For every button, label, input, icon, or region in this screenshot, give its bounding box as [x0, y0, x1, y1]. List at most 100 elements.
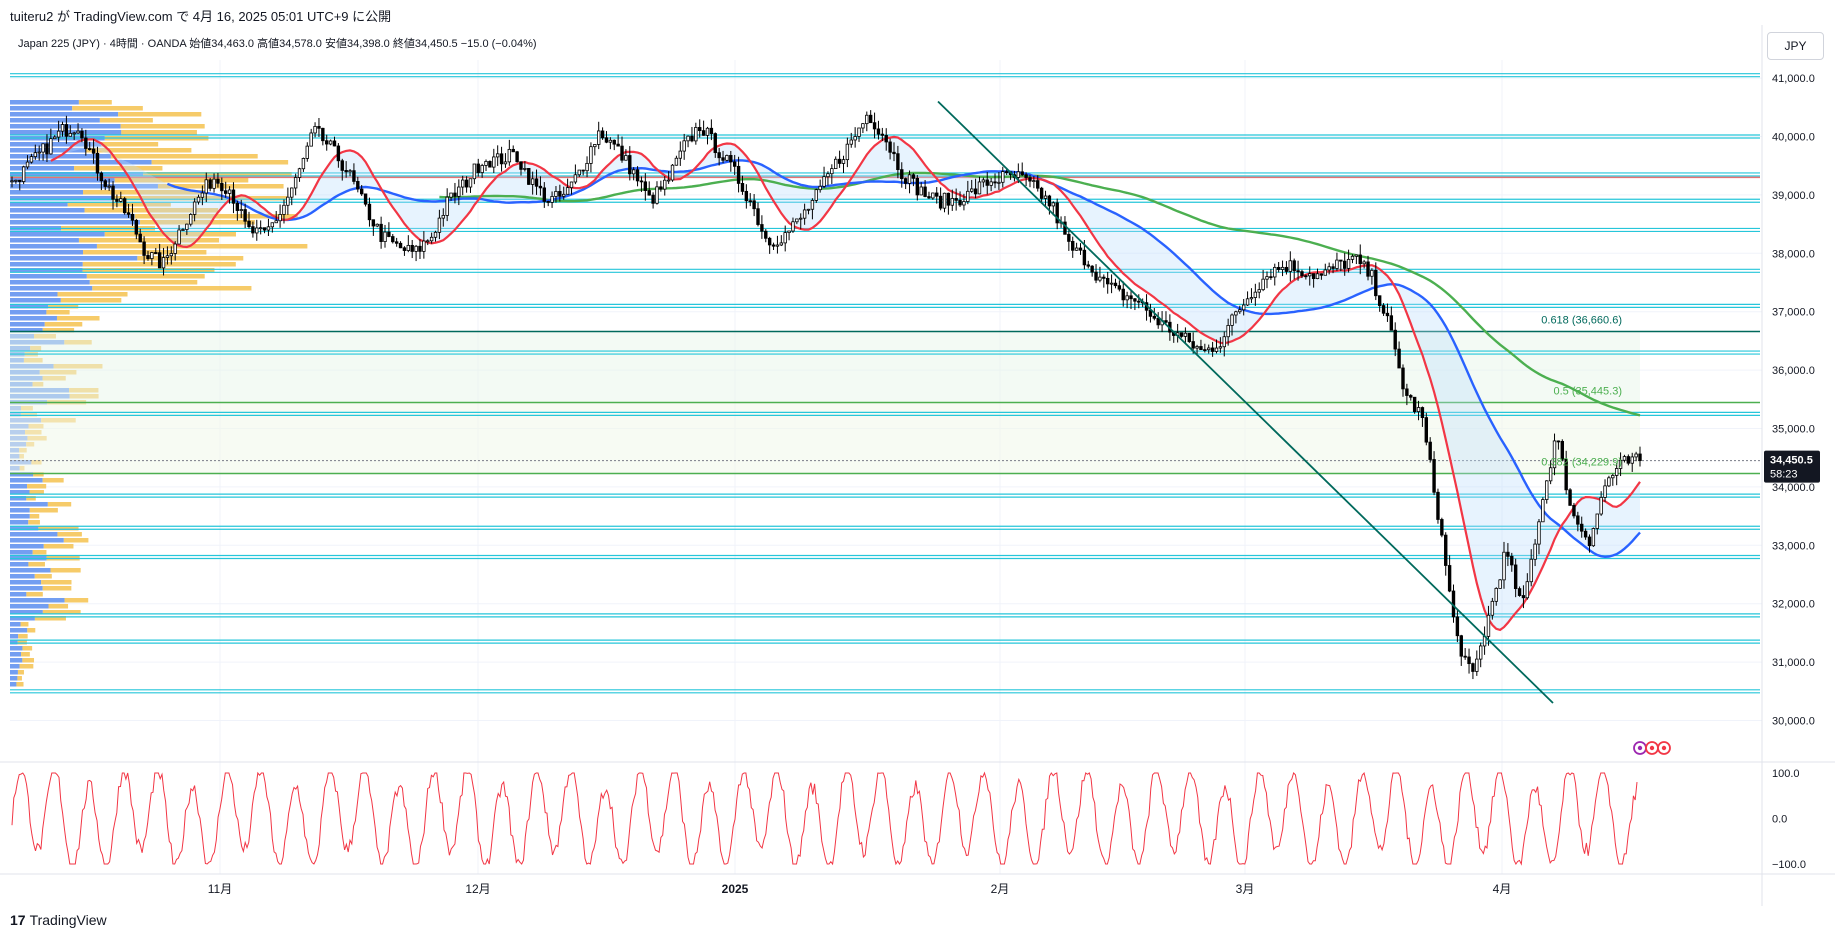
- vp-bar-yellow: [67, 202, 171, 207]
- candle-body: [802, 209, 807, 219]
- candle-body: [200, 192, 205, 198]
- vp-bar-blue: [10, 634, 19, 639]
- candle-body: [1292, 260, 1296, 272]
- candle-body: [1389, 315, 1394, 331]
- vp-bar-yellow: [42, 610, 81, 615]
- candle-body: [1343, 260, 1347, 269]
- candle-body: [492, 156, 496, 168]
- candle-body: [305, 145, 309, 159]
- candle-body: [80, 130, 84, 139]
- candle-body: [453, 192, 457, 197]
- candle-body: [45, 143, 49, 155]
- candle-body: [1020, 171, 1024, 176]
- interval-label[interactable]: 4時間: [109, 38, 138, 50]
- candle-body: [290, 187, 294, 198]
- vp-bar-blue: [10, 520, 29, 525]
- candle-body: [468, 178, 473, 188]
- candle-body: [1587, 536, 1592, 547]
- candle-body: [1428, 441, 1432, 460]
- candle-body: [130, 213, 135, 221]
- candle-body: [1152, 315, 1157, 319]
- candle-body: [1354, 254, 1359, 257]
- vp-bar-blue: [10, 286, 93, 291]
- candle-body: [216, 178, 220, 184]
- candle-body: [997, 181, 1001, 184]
- price-tick-label: 41,000.0: [1772, 73, 1815, 85]
- candle-body: [359, 188, 364, 195]
- candle-body: [721, 157, 725, 161]
- candle-body: [1432, 459, 1436, 493]
- vp-bar-blue: [10, 562, 29, 567]
- vp-bar-blue: [10, 580, 42, 585]
- candle-body: [589, 146, 593, 164]
- candle-body: [1525, 581, 1530, 599]
- candle-body: [181, 229, 185, 231]
- candle-body: [142, 241, 146, 256]
- event-icons: [1633, 741, 1671, 755]
- candle-body: [134, 219, 139, 235]
- vp-bar-blue: [10, 322, 45, 327]
- vp-bar-yellow: [42, 586, 72, 591]
- vp-bar-blue: [10, 598, 65, 603]
- vp-bar-yellow: [143, 172, 292, 177]
- candle-body: [756, 208, 760, 225]
- vp-bar-blue: [10, 232, 105, 237]
- candle-body: [1478, 645, 1483, 660]
- vp-bar-yellow: [19, 664, 34, 669]
- candle-body: [461, 179, 465, 188]
- candle-body: [1117, 285, 1122, 290]
- candle-body: [255, 227, 259, 234]
- tradingview-logo-icon: 17: [10, 912, 26, 928]
- candle-body: [597, 130, 601, 145]
- candle-body: [297, 168, 302, 178]
- tradingview-brand[interactable]: 17 TradingView: [10, 912, 107, 928]
- candle-body: [1412, 396, 1417, 413]
- candle-body: [1199, 346, 1203, 350]
- vp-bar-blue: [10, 490, 30, 495]
- candle-body: [729, 155, 733, 163]
- candle-body: [612, 139, 616, 145]
- candle-body: [406, 244, 411, 251]
- candle-body: [1626, 456, 1631, 464]
- vp-bar-blue: [10, 274, 87, 279]
- candle-body: [1102, 276, 1106, 279]
- candle-body: [49, 138, 53, 155]
- vp-bar-blue: [10, 142, 102, 147]
- vp-bar-yellow: [22, 646, 33, 651]
- oscillator-pane: 100.0 0.0 −100.0: [11, 768, 1806, 871]
- candle-body: [371, 219, 376, 227]
- vp-bar-yellow: [17, 676, 22, 681]
- vp-bar-blue: [10, 538, 64, 543]
- vp-bar-yellow: [29, 508, 58, 513]
- candle-body: [99, 172, 104, 182]
- vp-bar-yellow: [60, 298, 122, 303]
- vp-bar-blue: [10, 172, 144, 177]
- candle-body: [1125, 295, 1129, 301]
- candle-body: [1381, 305, 1386, 314]
- instrument-name[interactable]: Japan 225 (JPY): [18, 38, 100, 50]
- candle-body: [876, 128, 881, 135]
- candle-body: [981, 179, 986, 183]
- candle-body: [1358, 254, 1362, 265]
- candle-body: [806, 208, 811, 211]
- vp-bar-blue: [10, 532, 58, 537]
- candle-body: [262, 227, 267, 231]
- candle-body: [709, 127, 714, 134]
- candle-body: [1370, 269, 1374, 277]
- candle-body: [21, 166, 26, 182]
- candle-body: [946, 192, 951, 206]
- currency-unit-button[interactable]: JPY: [1767, 32, 1824, 60]
- candle-body: [1327, 266, 1331, 271]
- vp-bar-yellow: [63, 538, 89, 543]
- candle-body: [542, 187, 547, 202]
- candle-body: [154, 252, 158, 254]
- candle-body: [103, 180, 107, 187]
- vp-bar-yellow: [92, 286, 252, 291]
- candle-body: [593, 144, 597, 148]
- candle-body: [301, 158, 306, 170]
- vp-bar-blue: [10, 628, 28, 633]
- time-axis-label: 4月: [1493, 882, 1512, 896]
- candle-body: [212, 178, 216, 189]
- candle-body: [1459, 635, 1463, 657]
